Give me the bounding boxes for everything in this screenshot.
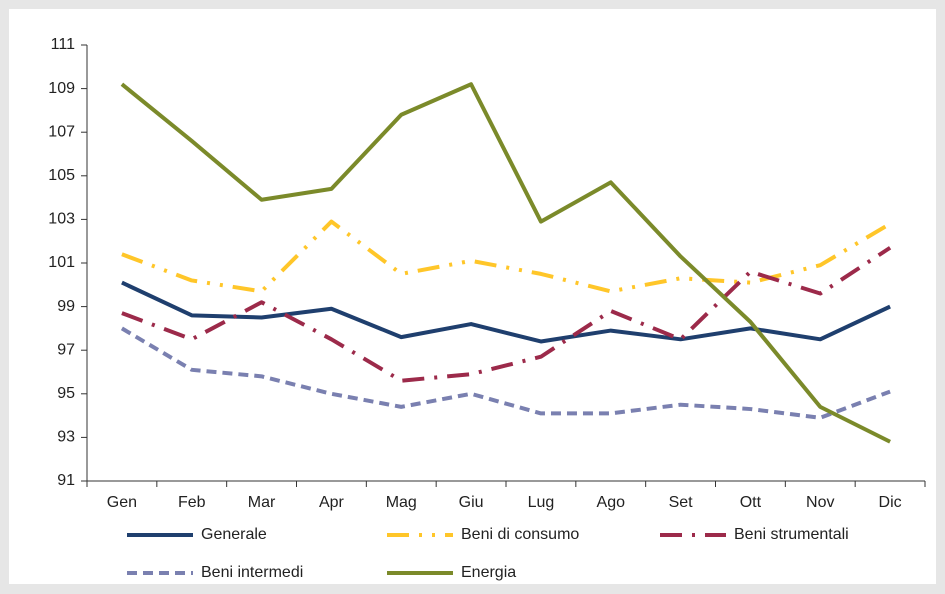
legend-label: Generale [201, 526, 267, 543]
x-tick-label: Gen [107, 494, 137, 511]
x-tick-label: Apr [319, 494, 345, 511]
y-tick-label: 91 [57, 472, 75, 489]
y-tick-label: 101 [48, 254, 75, 271]
x-tick-label: Ott [740, 494, 762, 511]
legend-label: Beni strumentali [734, 526, 849, 543]
x-tick-label: Feb [178, 494, 206, 511]
y-tick-label: 107 [48, 123, 75, 140]
series-line [121, 280, 891, 344]
legend-label: Energia [461, 564, 516, 581]
y-tick-label: 103 [48, 211, 75, 228]
x-tick-label: Lug [528, 494, 555, 511]
x-tick-label: Set [669, 494, 694, 511]
x-tick-label: Giu [459, 494, 484, 511]
chart-area [9, 9, 936, 584]
y-tick-label: 95 [57, 385, 75, 402]
series-line [121, 219, 892, 294]
legend-label: Beni di consumo [461, 526, 579, 543]
series-line [120, 82, 891, 444]
legend-label: Beni intermedi [201, 564, 303, 581]
x-tick-label: Mar [248, 494, 276, 511]
y-tick-label: 105 [48, 167, 75, 184]
x-tick-label: Ago [597, 494, 626, 511]
series-line [121, 246, 892, 383]
x-tick-label: Nov [806, 494, 834, 511]
series-line [120, 326, 891, 420]
x-tick-label: Mag [386, 494, 417, 511]
y-tick-label: 99 [57, 298, 75, 315]
y-tick-label: 93 [57, 429, 75, 446]
y-tick-label: 111 [51, 36, 75, 53]
y-tick-label: 109 [48, 80, 75, 97]
y-tick-label: 97 [57, 341, 75, 358]
x-tick-label: Dic [879, 494, 902, 511]
